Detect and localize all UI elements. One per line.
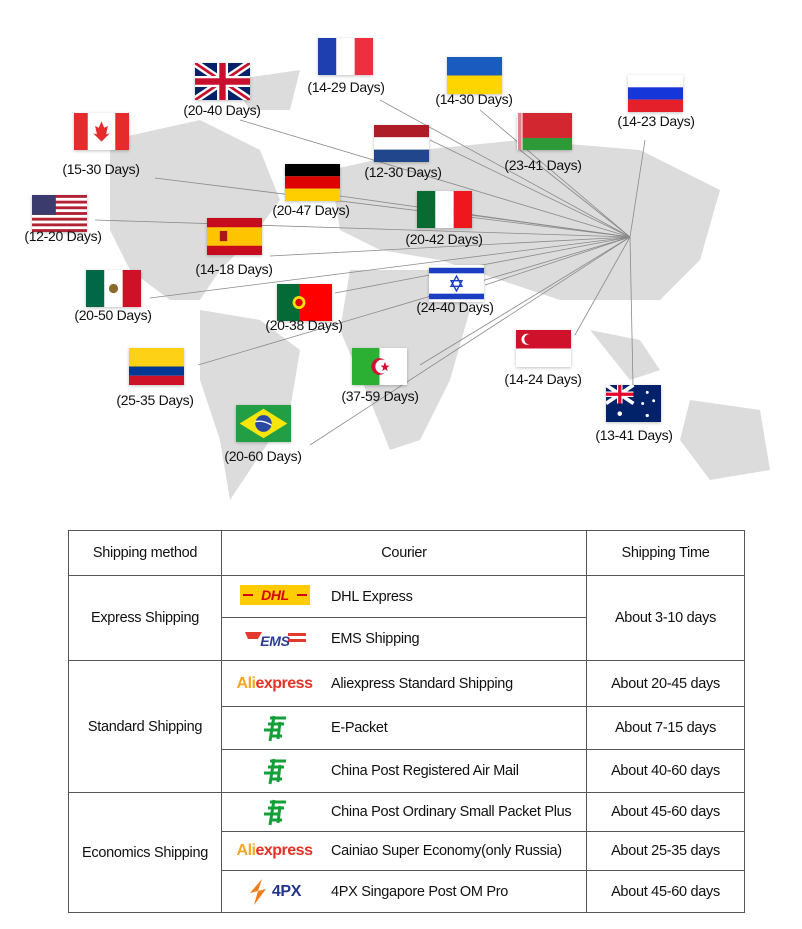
delivery-days-label: (14-29 Days) [307, 79, 385, 95]
4px-logo: 4PX [222, 878, 327, 905]
courier-name: Aliexpress Standard Shipping [331, 675, 513, 692]
ukraine-flag-icon [447, 57, 502, 94]
brazil-flag-icon [236, 405, 291, 442]
route-line [149, 236, 631, 299]
route-line [94, 219, 631, 238]
delivery-days-label: (20-50 Days) [74, 307, 152, 323]
spain-flag-icon [207, 218, 262, 255]
israel-flag-icon [429, 265, 484, 302]
australia-flag-icon [606, 385, 661, 422]
route-line [269, 236, 631, 257]
route-line [479, 109, 631, 238]
mexico-flag-icon [86, 270, 141, 307]
delivery-days-label: (14-30 Days) [435, 91, 513, 107]
method-express: Express Shipping [68, 575, 222, 661]
aliexpress-logo: Aliexpress [236, 674, 313, 692]
delivery-days-label: (23-41 Days) [504, 157, 582, 173]
delivery-days-label: (20-40 Days) [183, 102, 261, 118]
courier-name: China Post Ordinary Small Packet Plus [331, 804, 572, 820]
table-row: Aliexpress Cainiao Super Economy(only Rus… [69, 831, 745, 871]
delivery-days-label: (12-30 Days) [364, 164, 442, 180]
shipping-table: Shipping method Courier Shipping Time Ex… [68, 530, 745, 913]
shipping-time: About 40-60 days [586, 749, 745, 793]
delivery-days-label: (20-47 Days) [272, 202, 350, 218]
route-line [484, 236, 631, 286]
delivery-days-label: (37-59 Days) [341, 388, 419, 404]
portugal-flag-icon [277, 284, 332, 321]
route-line [629, 236, 634, 386]
table-row: 4PX 4PX Singapore Post OM Pro About 45-60 … [69, 870, 745, 913]
shipping-time: About 20-45 days [586, 660, 745, 707]
netherlands-flag-icon [374, 125, 429, 162]
table-row: Standard Shipping Aliexpress Aliexpress St… [68, 660, 745, 793]
route-line [419, 236, 631, 366]
table-header-row: Shipping method Courier Shipping Time [68, 530, 745, 576]
route-line [429, 139, 631, 238]
header-shipping-time: Shipping Time [586, 530, 745, 576]
route-line [629, 139, 646, 238]
method-economics: Economics Shipping [68, 792, 222, 913]
delivery-days-label: (12-20 Days) [24, 228, 102, 244]
world-map-background [94, 70, 770, 500]
delivery-days-label: (20-38 Days) [265, 317, 343, 333]
shipping-time: About 7-15 days [586, 706, 745, 750]
route-line [379, 99, 631, 238]
route-line [154, 177, 631, 238]
delivery-days-label: (25-35 Days) [116, 392, 194, 408]
delivery-days-label: (24-40 Days) [416, 299, 494, 315]
russia-flag-icon [628, 75, 683, 112]
table-row: Express Shipping DHL DHL Express About 3-10… [68, 575, 745, 661]
aliexpress-logo: Aliexpress [236, 842, 313, 859]
header-shipping-method: Shipping method [68, 530, 222, 576]
dhl-logo: DHL [222, 584, 327, 609]
table-row: Economics Shipping China Post Ordinary Sm… [68, 792, 745, 913]
courier-name: 4PX Singapore Post OM Pro [331, 883, 509, 900]
delivery-days-label: (14-18 Days) [195, 261, 273, 277]
france-flag-icon [318, 38, 373, 75]
china-post-logo [222, 756, 327, 786]
delivery-days-label: (13-41 Days) [595, 427, 673, 443]
svg-text:EMS: EMS [260, 633, 290, 649]
canada-flag-icon [74, 113, 129, 150]
china-post-logo [222, 797, 327, 827]
belarus-flag-icon [517, 113, 572, 150]
shipping-time: About 25-35 days [586, 831, 745, 871]
shipping-time: About 3-10 days [586, 575, 745, 661]
colombia-flag-icon [129, 348, 184, 385]
ems-logo: EMS [222, 627, 327, 651]
courier-name: E-Packet [331, 720, 388, 736]
usa-flag-icon [32, 195, 87, 232]
svg-text:DHL: DHL [261, 587, 289, 603]
method-standard: Standard Shipping [68, 660, 222, 793]
courier-name: EMS Shipping [331, 631, 420, 647]
route-line [309, 236, 631, 446]
world-shipping-map: (20-40 Days) (14-29 Days) (14-30 Days) (14-… [24, 38, 770, 500]
delivery-days-label: (20-60 Days) [224, 448, 302, 464]
route-line [239, 119, 631, 238]
italy-flag-icon [417, 191, 472, 228]
algeria-flag-icon [352, 348, 407, 385]
route-line [469, 214, 631, 238]
courier-name: Cainiao Super Economy(only Russia) [331, 843, 562, 859]
germany-flag-icon [285, 164, 340, 201]
courier-name: China Post Registered Air Mail [331, 763, 519, 779]
china-post-logo [222, 713, 327, 743]
shipping-time: About 45-60 days [586, 870, 745, 913]
delivery-days-label: (20-42 Days) [405, 231, 483, 247]
shipping-time: About 45-60 days [586, 792, 745, 832]
delivery-days-label: (14-23 Days) [617, 113, 695, 129]
delivery-days-label: (14-24 Days) [504, 371, 582, 387]
table-row: E-Packet About 7-15 days [69, 706, 745, 750]
header-courier: Courier [221, 530, 587, 576]
delivery-days-label: (15-30 Days) [62, 161, 140, 177]
route-line [519, 149, 631, 238]
route-line [197, 236, 631, 366]
table-row: EMS EMS Shipping [69, 617, 745, 661]
uk-flag-icon [195, 63, 250, 100]
singapore-flag-icon [516, 330, 571, 367]
route-line [574, 236, 631, 336]
courier-name: DHL Express [331, 588, 413, 605]
